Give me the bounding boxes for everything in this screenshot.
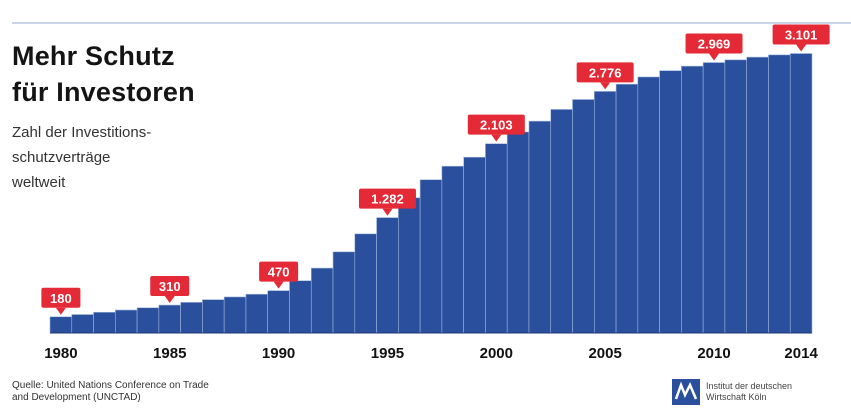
callout-1995: 1.282 (358, 188, 416, 216)
bar-1995 (376, 217, 399, 334)
callout-box (576, 62, 634, 83)
callout-value: 2.969 (698, 37, 731, 52)
value-callouts: 180 310 470 1.282 2.103 2.776 2.969 3.101 (41, 24, 830, 315)
bar-1981 (71, 314, 94, 334)
callout-box (259, 261, 299, 282)
bar-1988 (223, 296, 247, 334)
bar-1994 (354, 233, 377, 334)
x-tick-label: 1985 (153, 345, 186, 362)
bar-1997 (419, 179, 443, 334)
bar-2011 (724, 59, 747, 334)
x-axis-ticks: 1980 1985 1990 1995 2000 2005 2010 2014 (44, 345, 818, 362)
callout-box (685, 33, 743, 54)
bar-1982 (93, 311, 116, 334)
bar-2004 (572, 99, 595, 334)
callout-1990: 470 (259, 261, 299, 289)
bar-1990 (267, 290, 290, 334)
callout-box (467, 114, 525, 135)
bar-1999 (463, 156, 486, 334)
callout-box (358, 188, 416, 209)
iw-logo-icon (672, 379, 700, 405)
bar-1985 (158, 304, 181, 334)
callout-pointer (796, 44, 807, 52)
bar-1996 (398, 197, 421, 334)
bar-2001 (506, 131, 530, 334)
bar-1993 (332, 251, 356, 334)
x-tick-label: 2014 (784, 345, 818, 362)
bar-2007 (637, 76, 660, 334)
bar-2012 (746, 56, 769, 334)
callout-box (41, 287, 81, 308)
x-tick-label: 1995 (371, 345, 404, 362)
callout-value: 2.776 (589, 65, 622, 80)
top-rule (12, 22, 851, 24)
title-line-2: für Investoren (12, 77, 195, 107)
callout-pointer (491, 134, 502, 142)
subtitle-line-3: weltweit (12, 174, 66, 191)
bar-1989 (245, 293, 269, 334)
bar-1986 (180, 302, 203, 334)
callout-pointer (55, 307, 66, 315)
callout-value: 1.282 (371, 192, 404, 207)
callout-value: 470 (268, 265, 290, 280)
source-line-1: Quelle: United Nations Conference on Tra… (12, 380, 209, 391)
bar-series (49, 53, 813, 334)
bar-2005 (593, 91, 617, 334)
source-line-2: and Development (UNCTAD) (12, 392, 141, 403)
bar-2010 (702, 62, 726, 334)
callout-value: 3.101 (785, 28, 818, 43)
callout-pointer (164, 296, 175, 304)
callout-value: 2.103 (480, 118, 513, 133)
bar-2003 (550, 109, 573, 334)
bar-1992 (310, 267, 334, 334)
bar-2002 (528, 120, 552, 334)
bar-1980 (49, 316, 73, 334)
callout-pointer (600, 82, 611, 90)
bar-1991 (289, 280, 312, 334)
x-tick-label: 2005 (588, 345, 621, 362)
bar-2006 (615, 83, 639, 334)
chart-title: Mehr Schutz für Investoren (12, 38, 195, 110)
bar-1983 (115, 309, 138, 334)
bar-2000 (485, 143, 508, 334)
x-tick-label: 1980 (44, 345, 77, 362)
callout-box (150, 276, 190, 297)
bar-2009 (681, 65, 704, 334)
source-note: Quelle: United Nations Conference on Tra… (12, 380, 332, 404)
bar-2014 (789, 53, 813, 334)
subtitle-line-2: schutzverträge (12, 149, 111, 166)
callout-2005: 2.776 (576, 62, 634, 90)
subtitle-line-1: Zahl der Investitions- (12, 124, 152, 141)
bar-2008 (659, 70, 682, 334)
callout-2010: 2.969 (685, 33, 743, 61)
x-tick-label: 2000 (480, 345, 513, 362)
callout-2000: 2.103 (467, 114, 525, 142)
callout-2014: 3.101 (772, 24, 830, 52)
callout-value: 180 (50, 291, 72, 306)
publisher-line-1: Institut der deutschen (706, 381, 793, 391)
bar-1984 (136, 307, 160, 334)
chart-subtitle: Zahl der Investitions- schutzverträge we… (12, 120, 232, 195)
callout-1985: 310 (150, 276, 190, 304)
publisher-line-2: Wirtschaft Köln (706, 392, 767, 402)
callout-pointer (709, 53, 720, 61)
x-tick-label: 2010 (697, 345, 730, 362)
callout-box (772, 24, 830, 45)
publisher-name: Institut der deutschen Wirtschaft Köln (706, 381, 826, 403)
title-line-1: Mehr Schutz (12, 41, 175, 71)
callout-pointer (382, 208, 393, 216)
callout-pointer (273, 281, 284, 289)
bar-1987 (202, 299, 225, 334)
publisher-logo: Institut der deutschen Wirtschaft Köln (672, 379, 826, 405)
callout-value: 310 (159, 279, 181, 294)
bar-1998 (441, 165, 464, 334)
x-tick-label: 1990 (262, 345, 295, 362)
bar-2013 (768, 54, 791, 334)
callout-1980: 180 (41, 287, 81, 315)
